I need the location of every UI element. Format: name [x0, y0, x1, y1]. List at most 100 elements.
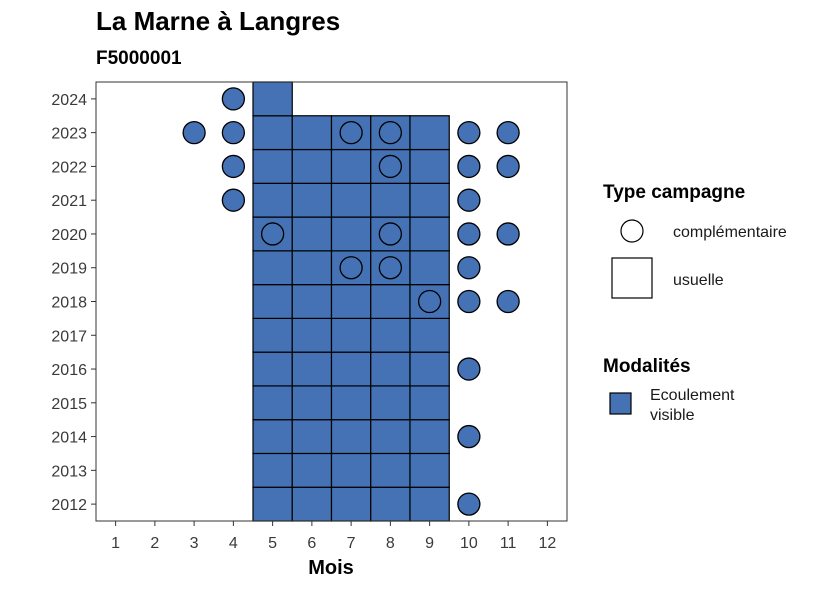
point-2022-11 — [496, 154, 520, 179]
tile-2017-9 — [409, 317, 450, 353]
y-tick-label-2018: 2018 — [51, 295, 87, 312]
tile-2015-6 — [291, 385, 333, 421]
tile-2018-6 — [291, 284, 333, 319]
tile-2021-7 — [330, 182, 372, 218]
tile-2015-7 — [330, 385, 372, 421]
point-2022-4 — [221, 154, 246, 179]
tile-2023-8 — [370, 115, 411, 151]
tile-2016-6 — [291, 351, 333, 387]
tile-2019-7 — [330, 250, 372, 286]
point-2020-5 — [260, 222, 285, 246]
point-2023-10 — [457, 121, 481, 145]
point-2018-10 — [457, 289, 481, 314]
tile-2018-8 — [370, 284, 411, 319]
tile-2013-7 — [330, 452, 372, 488]
legend-swatch-ecoulement — [609, 392, 632, 415]
y-tick-label-2020: 2020 — [51, 227, 87, 244]
tile-2019-6 — [291, 250, 333, 286]
y-tick-label-2012: 2012 — [51, 497, 87, 514]
legend-mod-title: Modalités — [603, 356, 691, 377]
tile-2014-9 — [409, 419, 450, 455]
tile-2018-9 — [409, 284, 450, 319]
tile-2012-9 — [409, 486, 450, 522]
tile-2019-8 — [370, 250, 411, 286]
tile-2014-7 — [330, 419, 372, 455]
tile-2019-9 — [409, 250, 450, 286]
tile-2012-6 — [291, 486, 333, 522]
x-tick-label-7: 7 — [347, 535, 356, 552]
y-tick-label-2021: 2021 — [51, 193, 87, 210]
y-tick-label-2024: 2024 — [51, 92, 87, 109]
complementaire-points — [182, 87, 520, 516]
x-tick-label-3: 3 — [190, 535, 199, 552]
tile-2016-8 — [370, 351, 411, 387]
tile-2020-9 — [409, 216, 450, 252]
y-tick-label-2013: 2013 — [51, 463, 87, 480]
tile-2021-8 — [370, 182, 411, 218]
tile-2022-6 — [291, 148, 333, 184]
tile-2020-8 — [370, 216, 411, 252]
point-2020-11 — [496, 222, 520, 246]
tile-2018-7 — [330, 284, 372, 319]
tile-2015-9 — [409, 385, 450, 421]
point-2022-8 — [378, 154, 403, 179]
point-2019-8 — [378, 256, 403, 280]
legend-type-title: Type campagne — [603, 182, 745, 203]
y-tick-label-2017: 2017 — [51, 328, 87, 345]
y-tick-label-2016: 2016 — [51, 362, 87, 379]
point-2023-4 — [221, 121, 246, 145]
tile-2022-8 — [370, 148, 411, 184]
x-tick-label-9: 9 — [425, 535, 434, 552]
point-2024-4 — [221, 87, 246, 111]
tile-2023-6 — [291, 115, 333, 151]
tile-2019-5 — [252, 250, 293, 286]
tile-2017-6 — [291, 317, 333, 353]
tile-2024-5 — [252, 81, 293, 117]
point-2016-10 — [457, 357, 481, 381]
tile-2015-5 — [252, 385, 293, 421]
x-tick-label-6: 6 — [307, 535, 316, 552]
x-tick-label-5: 5 — [268, 535, 277, 552]
point-2020-8 — [378, 222, 403, 246]
tile-2022-5 — [252, 148, 293, 184]
tile-2015-8 — [370, 385, 411, 421]
y-tick-label-2015: 2015 — [51, 396, 87, 413]
point-2012-10 — [457, 492, 481, 516]
y-axis: 2012 2013 2014 2015 2016 2017 2018 2019 2020 2021… — [51, 92, 96, 514]
point-2019-10 — [457, 256, 481, 280]
chart-title: La Marne à Langres — [96, 6, 340, 36]
tile-2017-8 — [370, 317, 411, 353]
x-tick-label-12: 12 — [538, 535, 556, 552]
point-2022-10 — [457, 154, 481, 179]
point-2019-7 — [339, 256, 363, 280]
point-2023-3 — [182, 121, 206, 145]
x-tick-label-2: 2 — [150, 535, 159, 552]
usuelle-tiles — [252, 81, 450, 522]
tile-2012-7 — [330, 486, 372, 522]
tile-2014-8 — [370, 419, 411, 455]
tile-2014-5 — [252, 419, 293, 455]
y-tick-label-2014: 2014 — [51, 430, 87, 447]
x-tick-label-8: 8 — [386, 535, 395, 552]
tile-2020-7 — [330, 216, 372, 252]
tile-2023-5 — [252, 115, 293, 151]
x-tick-label-4: 4 — [229, 535, 238, 552]
y-tick-label-2022: 2022 — [51, 159, 87, 176]
legend-item-complementaire: complémentaire — [673, 224, 787, 241]
point-2018-11 — [496, 289, 520, 314]
legend: Type campagne complémentaire usuelle Mod… — [603, 182, 787, 424]
point-2021-10 — [457, 188, 481, 212]
tile-2017-5 — [252, 317, 293, 353]
x-tick-label-10: 10 — [460, 535, 478, 552]
point-2023-7 — [339, 121, 363, 145]
tile-2013-9 — [409, 452, 450, 488]
point-2018-9 — [417, 289, 442, 314]
x-tick-label-11: 11 — [500, 535, 517, 552]
y-tick-label-2023: 2023 — [51, 126, 87, 143]
legend-circle-symbol — [620, 219, 644, 243]
tile-2020-6 — [291, 216, 333, 252]
tile-2021-5 — [252, 182, 293, 218]
tile-2023-9 — [409, 115, 450, 151]
tile-2013-6 — [291, 452, 333, 488]
